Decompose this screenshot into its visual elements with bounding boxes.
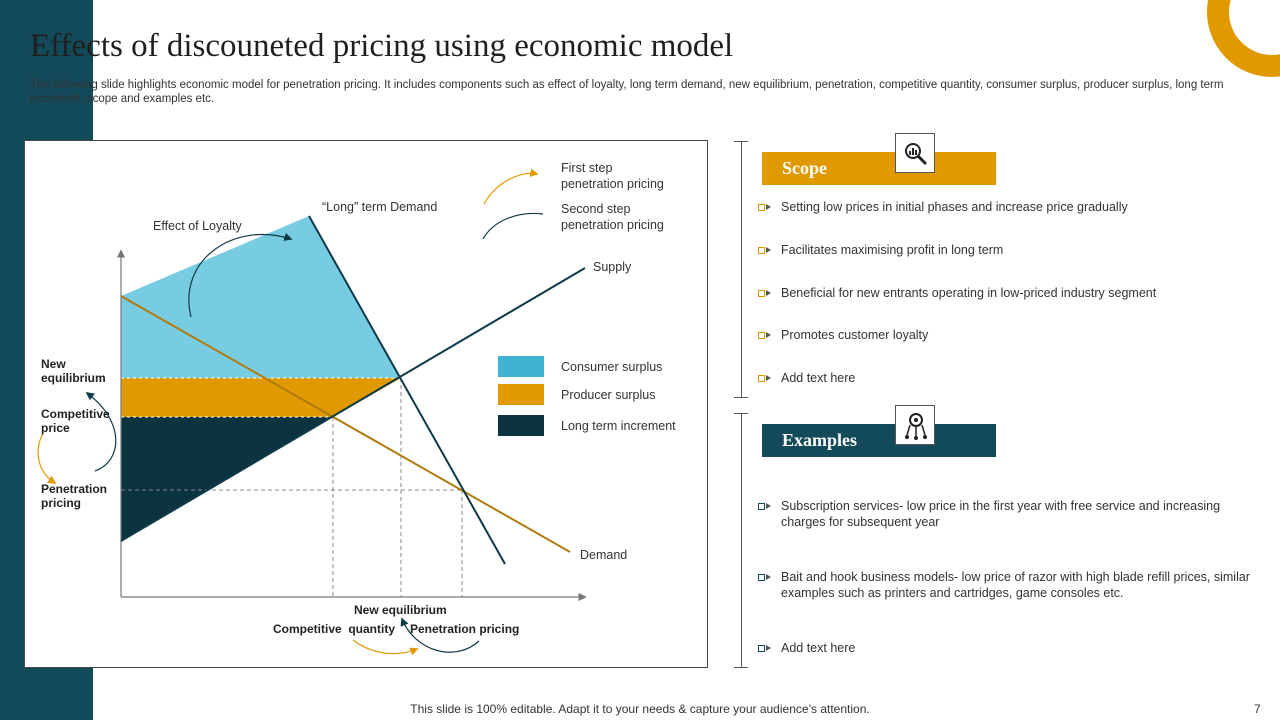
producer-surplus-region [121,378,401,417]
second-step-arrow [482,212,544,240]
scope-item: Beneficial for new entrants operating in… [781,286,1157,300]
competitive-price-arrow [37,432,57,484]
examples-item: Subscription services- low price in the … [781,499,1221,529]
page-number: 7 [1254,702,1261,716]
legend-label: Consumer surplus [561,360,663,374]
new-equilibrium-arrow [85,392,117,472]
scope-item: Setting low prices in initial phases and… [781,200,1128,214]
legend-swatch [498,384,544,405]
scope-bullet-marker [758,375,765,382]
y-penetration-pricing-label: Penetration pricing [41,482,108,510]
examples-bullet-marker-arrow [766,574,771,580]
supply-line [120,267,586,542]
competitive-quantity-arrow [352,639,419,656]
first-step-arrow [483,168,539,205]
examples-item: Add text here [781,641,856,655]
slide-title: Effects of discouneted pricing using eco… [30,28,734,64]
scope-timeline [741,141,742,397]
scope-bullet-marker-arrow [766,247,771,253]
footer-note: This slide is 100% editable. Adapt it to… [410,702,870,716]
effect-of-loyalty-arrow [188,232,293,318]
diagram-graphics [37,168,587,656]
scope-timeline-top-cap [734,141,748,142]
decorative-ring [1207,0,1280,77]
y-competitive-price-label: Competitive price [41,407,110,435]
magnifier-analytics-icon [895,133,935,173]
scope-bullet-marker [758,290,765,297]
scope-bullet-marker-arrow [766,375,771,381]
scope-bullet-marker [758,247,765,254]
scope-heading: Scope [762,152,996,185]
examples-bullet-marker [758,574,765,581]
examples-item: Bait and hook business models- low price… [781,570,1250,600]
examples-heading: Examples [762,424,996,457]
scope-item: Add text here [781,371,856,385]
long-term-demand-label: “Long” term Demand [322,200,438,214]
scope-bullet-marker [758,332,765,339]
scope-bullet-marker-arrow [766,290,771,296]
examples-timeline [741,413,742,668]
new-equilibrium-x-arrow [400,617,480,653]
supply-label: Supply [593,260,632,274]
examples-bullet-marker [758,503,765,510]
demand-line [120,295,571,553]
scope-bullet-marker-arrow [766,204,771,210]
demand-label: Demand [580,548,628,562]
legend-swatch [498,415,544,436]
slide-subtitle: The following slide highlights economic … [30,79,1224,105]
scope-bullet-marker [758,204,765,211]
examples-timeline-top-cap [734,413,748,414]
long-term-demand-line [308,215,506,565]
x-competitive-quantity-label: Competitive quantity [273,622,396,636]
examples-timeline-bottom-cap [734,667,748,668]
gear-network-icon [895,405,935,445]
examples-bullet-marker-arrow [766,645,771,651]
scope-item: Promotes customer loyalty [781,328,929,342]
legend-label: Long term increment [561,419,676,433]
legend-label: Producer surplus [561,388,656,402]
economic-model-diagram: Effect of Loyalty “Long” term Demand Sup… [24,140,708,668]
x-new-equilibrium-label: New equilibrium [354,603,447,617]
x-penetration-pricing-label: Penetration pricing [410,622,520,636]
y-new-equilibrium-label: New equilibrium [41,357,106,385]
scope-timeline-bottom-cap [734,397,748,398]
examples-bullet-marker [758,645,765,652]
effect-of-loyalty-label: Effect of Loyalty [153,219,242,233]
scope-item: Facilitates maximising profit in long te… [781,243,1004,257]
first-step-label: First step penetration pricing [561,161,664,191]
scope-bullet-marker-arrow [766,332,771,338]
examples-bullet-marker-arrow [766,503,771,509]
legend-swatch [498,356,544,377]
second-step-label: Second step penetration pricing [561,202,664,232]
consumer-surplus-region [121,216,401,378]
